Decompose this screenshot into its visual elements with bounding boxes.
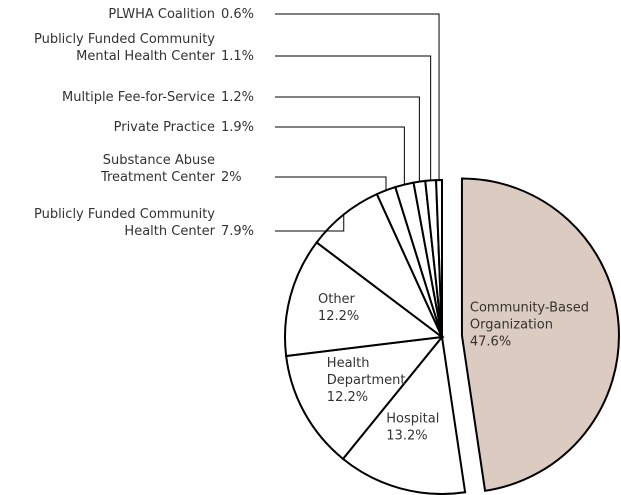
value-label: 1.2%	[221, 90, 254, 105]
value-label: 13.2%	[386, 428, 427, 443]
leader-line	[275, 126, 405, 185]
category-label: PLWHA Coalition	[108, 7, 215, 22]
value-label: 0.6%	[221, 7, 254, 22]
category-label: Other	[318, 292, 356, 307]
category-label: Health Department	[327, 356, 406, 388]
slice	[435, 178, 443, 338]
category-label: Private Practice	[114, 120, 215, 135]
value-label: 2%	[221, 170, 242, 185]
slice	[285, 335, 445, 461]
value-label: 1.9%	[221, 120, 254, 135]
category-label: Substance Abuse Treatment Center	[100, 153, 216, 185]
slice	[460, 177, 620, 492]
value-label: 12.2%	[318, 309, 359, 324]
leader-line	[275, 176, 387, 191]
value-label: 12.2%	[327, 390, 368, 405]
value-label: 47.6%	[470, 335, 511, 350]
slice	[284, 241, 445, 358]
slice	[341, 334, 467, 495]
category-label: Publicly Funded Community Mental Health C…	[34, 32, 216, 64]
value-label: 1.1%	[221, 49, 254, 64]
leader-line	[275, 214, 345, 232]
category-label: Community-Based Organization	[470, 301, 589, 333]
category-label: Multiple Fee-for-Service	[62, 90, 215, 105]
leader-line	[275, 96, 420, 182]
category-label: Publicly Funded Community Health Center	[34, 207, 216, 239]
leader-line	[275, 13, 440, 181]
leader-line	[275, 55, 432, 181]
value-label: 7.9%	[221, 224, 254, 239]
category-label: Hospital	[386, 411, 439, 426]
